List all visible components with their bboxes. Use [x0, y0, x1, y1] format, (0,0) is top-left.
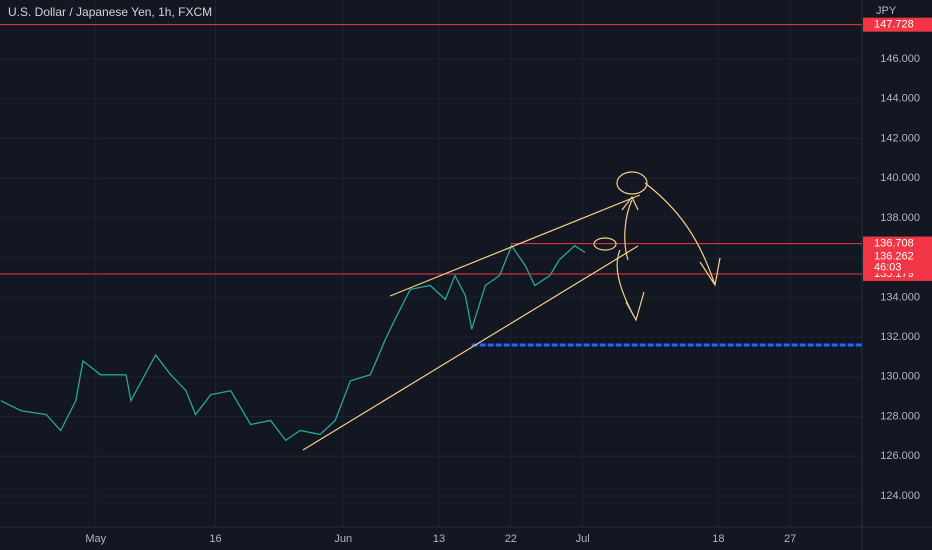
arrow-drawing	[616, 249, 645, 322]
lower-trendline	[302, 245, 639, 451]
drawings	[302, 171, 721, 451]
last-price-box	[863, 249, 932, 274]
y-tick-label: 142.000	[880, 132, 920, 144]
circle-drawing	[593, 237, 617, 251]
price-label-box	[863, 236, 932, 251]
y-tick-label: 146.000	[880, 53, 920, 65]
chart-title: U.S. Dollar / Japanese Yen, 1h, FXCM	[8, 5, 212, 19]
y-tick-label: 128.000	[880, 410, 920, 422]
x-tick-label: 22	[505, 533, 517, 545]
y-tick-label: 144.000	[880, 93, 920, 105]
y-tick-label: 124.000	[880, 490, 920, 502]
price-label-box	[863, 17, 932, 32]
currency-label: JPY	[876, 5, 897, 17]
arrow-drawing	[621, 195, 639, 261]
x-tick-label: 27	[784, 533, 796, 545]
last-price-label: 136.262	[874, 250, 914, 262]
arrow-drawing	[644, 182, 721, 287]
x-tick-label: 16	[209, 533, 221, 545]
y-tick-label: 134.000	[880, 291, 920, 303]
price-line	[0, 244, 586, 442]
x-tick-label: May	[85, 533, 106, 545]
upper-trendline	[389, 194, 641, 297]
x-tick-label: 18	[712, 533, 724, 545]
price-label: 147.728	[874, 19, 914, 31]
x-tick-label: Jun	[334, 533, 352, 545]
countdown-label: 46:03	[874, 261, 902, 273]
y-tick-label: 126.000	[880, 450, 920, 462]
y-tick-label: 138.000	[880, 212, 920, 224]
circle-drawing	[616, 171, 648, 195]
price-label: 136.708	[874, 237, 914, 249]
y-tick-label: 130.000	[880, 371, 920, 383]
y-tick-label: 132.000	[880, 331, 920, 343]
x-tick-label: Jul	[576, 533, 590, 545]
y-tick-label: 140.000	[880, 172, 920, 184]
plot-area	[0, 0, 862, 527]
x-tick-label: 13	[433, 533, 445, 545]
